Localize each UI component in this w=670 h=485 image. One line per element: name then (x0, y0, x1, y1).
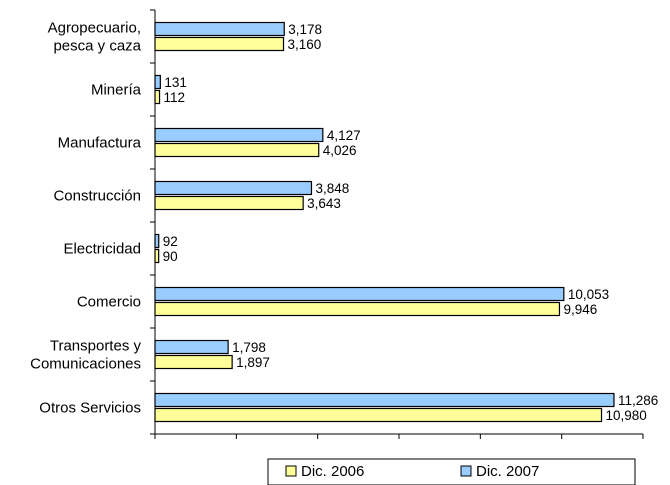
data-label: 4,127 (327, 128, 361, 143)
data-label: 4,026 (323, 143, 357, 158)
data-label: 9,946 (563, 302, 597, 317)
bar (154, 127, 324, 143)
category-label: Agropecuario, (48, 20, 141, 37)
bar (154, 36, 285, 52)
bar (154, 195, 304, 211)
bar (154, 248, 160, 264)
category-label: Electricidad (63, 241, 141, 258)
legend-swatch (460, 465, 472, 477)
data-label: 112 (164, 90, 186, 105)
bar (154, 74, 161, 90)
data-label: 1,897 (236, 355, 270, 370)
data-label: 131 (164, 75, 187, 90)
data-label: 1,798 (232, 340, 266, 355)
category-label: Construcción (53, 188, 141, 205)
category-label: Transportes y (50, 338, 142, 355)
legend-box (267, 458, 636, 485)
data-label: 11,286 (618, 393, 658, 408)
data-label: 3,848 (315, 181, 349, 196)
bar (154, 354, 233, 370)
category-label: Manufactura (58, 135, 142, 152)
bar (154, 21, 285, 37)
data-label: 90 (163, 249, 178, 264)
category-label: Comercio (77, 294, 141, 311)
category-label: Minería (91, 82, 142, 99)
bar (154, 339, 229, 355)
category-label: pesca y caza (53, 38, 141, 55)
legend-label: Dic. 2006 (301, 463, 364, 480)
bar (154, 233, 160, 249)
data-label: 3,643 (307, 196, 341, 211)
legend-label: Dic. 2007 (476, 463, 539, 480)
bar (154, 89, 161, 105)
bar (154, 180, 313, 196)
legend-swatch (285, 465, 297, 477)
legend: Dic. 2006 Dic. 2007 (267, 458, 636, 485)
category-label: Comunicaciones (30, 356, 141, 373)
bar (154, 392, 615, 408)
category-label: Otros Servicios (39, 400, 141, 417)
data-label: 10,980 (606, 408, 647, 423)
data-label: 3,160 (288, 37, 322, 52)
bar (154, 301, 561, 317)
data-label: 92 (163, 234, 178, 249)
data-label: 3,178 (288, 22, 322, 37)
data-label: 10,053 (568, 287, 609, 302)
bar (154, 286, 565, 302)
bar (154, 142, 320, 158)
bar (154, 407, 603, 423)
